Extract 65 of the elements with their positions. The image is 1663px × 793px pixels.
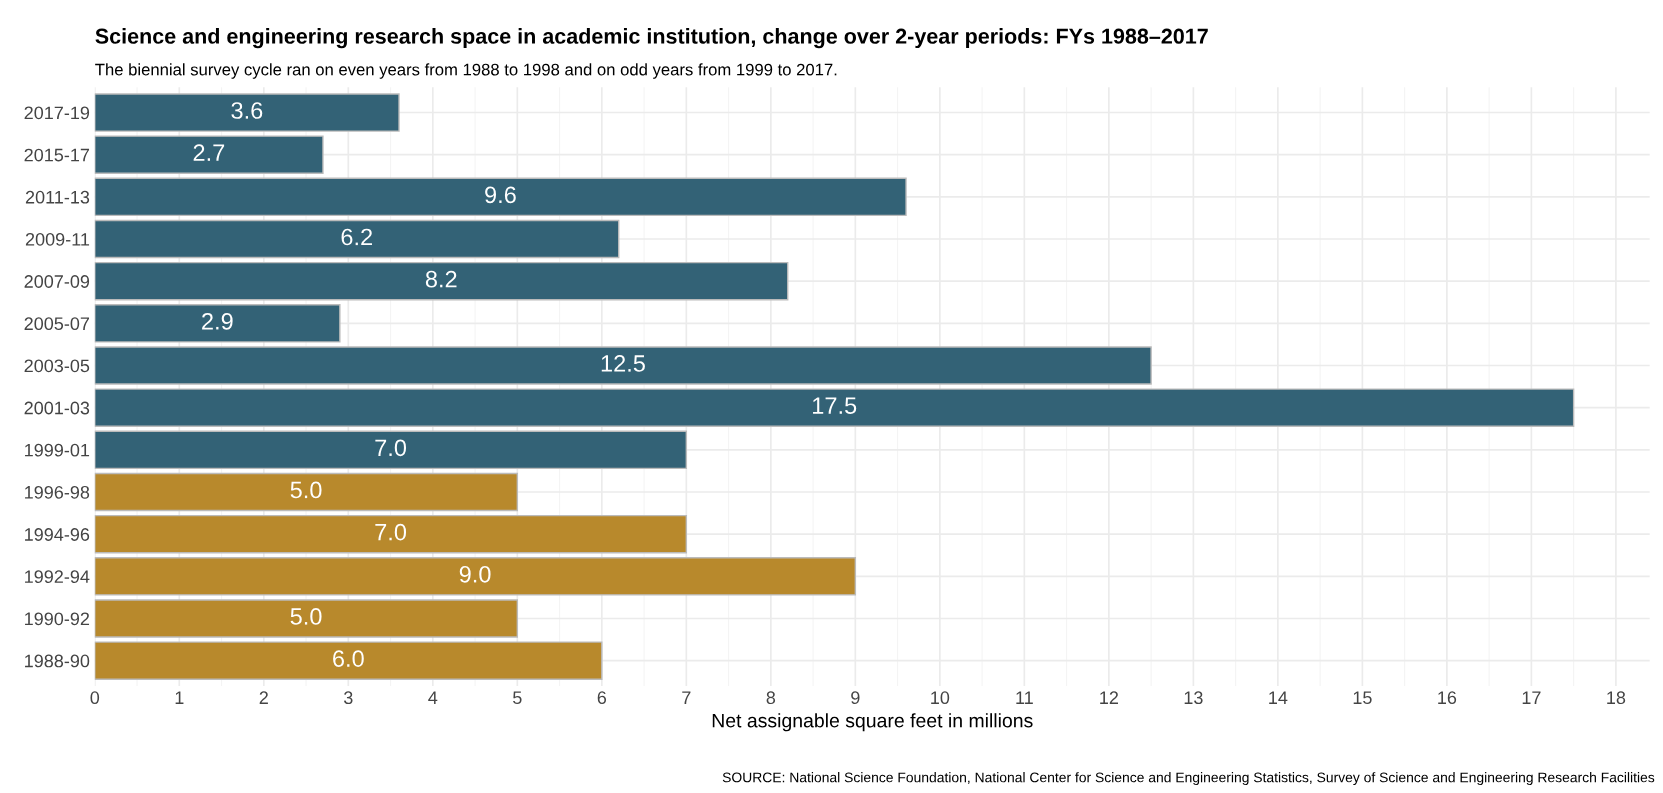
bar [94, 388, 1575, 427]
bar [94, 472, 519, 512]
data-label: 6.2 [341, 228, 372, 246]
bar [94, 599, 519, 638]
x-tick-label: 8 [766, 691, 776, 705]
y-tick-label: 2015-17 [24, 148, 90, 162]
chart-subtitle: The biennial survey cycle ran on even years from 1988 to 1998 and on odd years from 1999 to 2017. [95, 63, 837, 79]
data-label: 9.6 [485, 186, 516, 204]
x-tick-label: 3 [343, 691, 353, 705]
y-tick-label: 1988-90 [25, 654, 90, 668]
data-label: 2.7 [193, 144, 225, 161]
x-tick-label: 13 [1184, 691, 1203, 705]
y-tick-label: 2009-11 [25, 232, 90, 246]
x-tick-label: 11 [1016, 691, 1033, 704]
bar [94, 304, 341, 343]
x-axis-title: Net assignable square feet in millions [712, 713, 1033, 732]
data-label: 6.0 [333, 650, 364, 667]
bar [94, 514, 688, 554]
y-tick-label: 1994-96 [25, 528, 90, 541]
bar [94, 219, 620, 259]
x-tick-label: 18 [1607, 691, 1626, 705]
x-tick-label: 0 [90, 691, 100, 705]
x-tick-label: 7 [682, 691, 691, 704]
y-tick-label: 2005-07 [24, 317, 90, 331]
x-tick-label: 10 [931, 691, 950, 705]
x-tick-label: 4 [428, 691, 438, 704]
bar [94, 177, 907, 217]
source-note: SOURCE: National Science Foundation, National Center for Science and Engineering Statistics, Survey of Science and Engineering Research Facilities [722, 772, 1655, 786]
x-tick-label: 5 [513, 691, 522, 705]
data-label: 9.0 [459, 565, 491, 583]
x-tick-label: 6 [597, 691, 607, 705]
x-tick-label: 14 [1269, 691, 1288, 704]
x-tick-label: 9 [851, 691, 860, 705]
y-tick-label: 1999-01 [25, 443, 90, 457]
y-tick-label: 2011-13 [25, 190, 90, 204]
chart-title: Science and engineering research space in academic institution, change over 2-year periods: FYs 1988–2017 [95, 28, 1208, 49]
y-tick-label: 1996-98 [25, 485, 90, 499]
bar [94, 135, 324, 174]
data-label: 7.0 [375, 439, 407, 457]
y-tick-label: 1992-94 [25, 570, 90, 584]
x-tick-label: 17 [1522, 691, 1541, 704]
x-tick-label: 2 [259, 691, 268, 704]
bar [94, 641, 603, 680]
data-label: 5.0 [290, 608, 322, 625]
data-label: 8.2 [425, 270, 457, 288]
y-tick-label: 1990-92 [25, 612, 90, 626]
bar [94, 557, 857, 596]
bar [94, 261, 789, 301]
bar [94, 430, 688, 470]
bar [94, 93, 400, 132]
y-tick-label: 2007-09 [24, 275, 90, 288]
data-label: 17.5 [813, 397, 857, 415]
x-tick-label: 12 [1100, 691, 1118, 704]
data-label: 5.0 [290, 481, 322, 499]
data-label: 3.6 [231, 102, 263, 119]
x-tick-label: 1 [175, 691, 184, 704]
data-label: 7.0 [375, 523, 407, 541]
y-tick-label: 2001-03 [24, 401, 90, 415]
x-tick-label: 15 [1353, 691, 1372, 705]
x-tick-label: 16 [1438, 691, 1457, 705]
y-tick-label: 2003-05 [24, 359, 90, 373]
data-label: 2.9 [202, 312, 233, 330]
y-tick-label: 2017-19 [24, 106, 90, 120]
bar [94, 346, 1152, 385]
data-label: 12.5 [601, 355, 645, 372]
